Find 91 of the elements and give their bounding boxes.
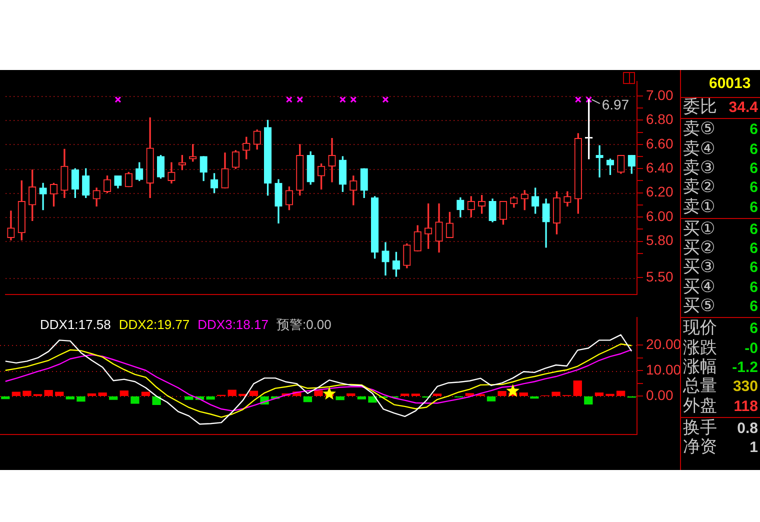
text: 6: [750, 319, 758, 338]
bar: [76, 396, 86, 402]
text: 总量: [683, 376, 717, 396]
text: 现价: [683, 318, 717, 338]
bar: [465, 393, 474, 396]
bar: [400, 394, 410, 396]
text: 卖④: [683, 138, 716, 159]
y-tick-label: 6.60: [646, 135, 674, 152]
candlestick: [328, 138, 336, 182]
text: 卖⑤: [683, 119, 716, 140]
text: 净资: [683, 437, 717, 458]
annotation: 预警:0.00: [276, 316, 332, 332]
candlestick: [596, 145, 604, 178]
y-tick-label: 6.00: [646, 208, 674, 224]
text: 118: [734, 396, 758, 416]
text: 6: [750, 239, 758, 258]
y-tick-label: 0.00: [646, 387, 674, 404]
y-tick-label: 5.50: [646, 268, 674, 284]
y-tick-label: 7.00: [646, 86, 674, 103]
text: 6: [750, 297, 758, 316]
bar: [120, 390, 128, 396]
bar: [184, 396, 194, 400]
text: 卖②: [683, 177, 716, 198]
text: DDX3:18.17: [198, 316, 268, 332]
text: 外盘: [683, 396, 717, 416]
text: 6: [750, 278, 758, 297]
bar: [12, 392, 21, 396]
bar: [594, 392, 604, 396]
bar: [152, 396, 161, 405]
y-tick-label: 6.40: [646, 159, 674, 176]
text: 涨跌: [683, 338, 717, 358]
text: 6: [750, 120, 758, 140]
text: 6: [750, 220, 758, 239]
text: 1: [750, 438, 758, 458]
text: 卖①: [683, 196, 716, 216]
bar: [616, 390, 626, 396]
bar: [1, 396, 10, 400]
bar: [249, 390, 258, 396]
text: 6: [750, 258, 758, 278]
bar: [228, 390, 236, 396]
y-tick-label: 6.20: [646, 184, 674, 200]
text: 换手: [683, 418, 717, 438]
bar: [573, 380, 582, 396]
bar: [87, 393, 96, 396]
bar: [498, 391, 506, 396]
text: 委比: [683, 97, 717, 117]
text: 34.4: [728, 98, 758, 117]
text: 6: [750, 198, 758, 216]
bar: [141, 392, 150, 396]
text: 买①: [683, 218, 716, 239]
series-label: DDX1:17.58: [40, 316, 111, 332]
text: 买⑤: [683, 296, 716, 316]
bar: [606, 394, 614, 396]
text: 买③: [683, 257, 716, 278]
bar: [22, 390, 32, 396]
bar: [314, 390, 323, 396]
bar: [552, 392, 560, 396]
bar: [411, 394, 420, 396]
text: 0.8: [737, 418, 758, 438]
text: 6: [750, 140, 758, 159]
text: 6: [750, 158, 758, 178]
annotation: 6.97: [602, 96, 630, 112]
bar: [336, 396, 344, 400]
bar: [206, 396, 215, 400]
text: -0: [744, 338, 758, 358]
text: 6: [750, 178, 758, 198]
bar: [432, 394, 442, 396]
y-tick-label: 6.80: [646, 111, 674, 128]
bar: [130, 396, 140, 404]
bar: [109, 396, 118, 400]
bar: [98, 392, 107, 396]
bar: [584, 396, 593, 404]
text: DDX2:19.77: [118, 316, 190, 332]
y-tick-label: 5.80: [646, 232, 674, 248]
bar: [357, 396, 366, 400]
text: -1.2: [732, 358, 758, 377]
bar: [303, 396, 312, 402]
bar: [368, 396, 377, 403]
bar: [530, 396, 539, 399]
text: 买②: [683, 238, 716, 258]
text: 买④: [683, 276, 716, 297]
bar: [55, 392, 64, 396]
bar: [346, 393, 356, 396]
bar: [66, 396, 75, 400]
bar: [486, 396, 496, 402]
text: 330: [732, 377, 758, 396]
text: 涨幅: [683, 356, 717, 377]
text: 卖③: [683, 158, 716, 178]
text: 60013: [709, 75, 751, 92]
bar: [519, 392, 528, 396]
bar: [44, 390, 53, 396]
